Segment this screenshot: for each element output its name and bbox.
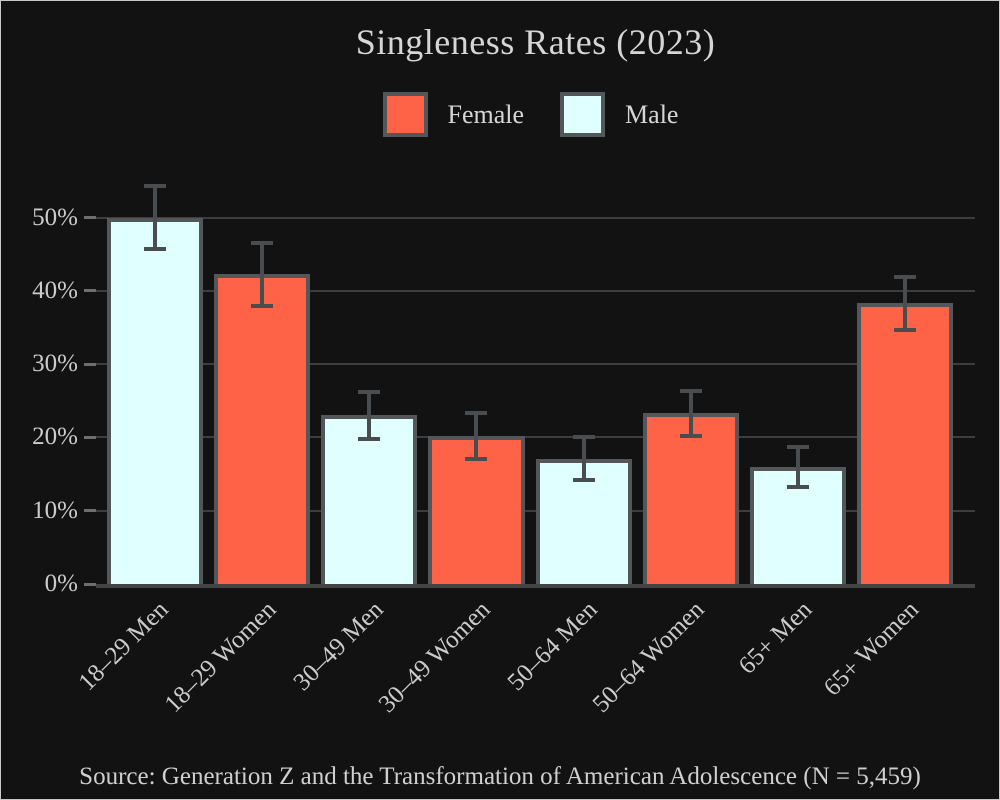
legend: Female Male xyxy=(96,92,975,137)
error-bar-stem xyxy=(260,242,265,306)
error-bar-cap-bottom xyxy=(893,327,916,332)
error-bar-cap-top xyxy=(572,435,595,440)
y-tick-label: 40% xyxy=(32,276,78,304)
y-tick xyxy=(84,362,96,366)
bar-group-18-29-women: 18–29 Women xyxy=(159,181,311,718)
error-bar-cap-bottom xyxy=(465,456,488,461)
bar-18-29-men xyxy=(107,217,204,584)
bar-18-29-women xyxy=(214,274,311,584)
x-tick-label-18-29-women: 18–29 Women xyxy=(159,596,282,718)
y-gridline xyxy=(96,289,975,292)
plot-area: 0% 10% 20% 30% 40% 50% 18–29 Men 18–29 Women 30… xyxy=(32,181,975,718)
bar-group-30-49-men: 30–49 Men xyxy=(288,181,418,696)
y-tick-label: 30% xyxy=(32,350,78,378)
error-bar-stem xyxy=(795,447,800,487)
bar-group-18-29-men: 18–29 Men xyxy=(74,181,204,696)
y-gridline xyxy=(96,363,975,366)
bars-layer: 18–29 Men 18–29 Women 30–49 Men 30–49 Women… xyxy=(74,181,975,718)
bar-group-50-64-men: 50–64 Men xyxy=(503,181,632,696)
x-tick-label-65-women: 65+ Women xyxy=(818,596,925,702)
x-tick-label-50-64-men: 50–64 Men xyxy=(502,596,603,697)
y-tick xyxy=(84,216,96,220)
y-gridline xyxy=(96,436,975,439)
y-tick-label: 0% xyxy=(44,570,78,597)
legend-item-female: Female xyxy=(382,92,535,137)
error-bar-stem xyxy=(688,390,693,436)
female-swatch xyxy=(382,92,428,137)
error-bar-stem xyxy=(367,392,372,439)
bar-group-30-49-women: 30–49 Women xyxy=(374,181,525,718)
error-bar-cap-bottom xyxy=(572,477,595,482)
error-bar-cap-bottom xyxy=(786,484,809,489)
legend-item-male: Male xyxy=(560,92,688,137)
x-tick-label-18-29-men: 18–29 Men xyxy=(74,596,175,697)
error-bar-stem xyxy=(474,413,479,459)
y-tick-label: 20% xyxy=(32,423,78,451)
grid-layer: 0% 10% 20% 30% 40% 50% xyxy=(32,181,975,597)
x-tick-label-30-49-men: 30–49 Men xyxy=(288,596,389,697)
error-bar-cap-top xyxy=(893,275,916,279)
bar-group-65-men: 65+ Men xyxy=(733,181,846,680)
error-bar-cap-bottom xyxy=(144,247,167,252)
source-note: Source: Generation Z and the Transformat… xyxy=(79,763,921,790)
error-bar-stem xyxy=(902,277,907,330)
y-tick xyxy=(84,289,96,293)
error-bar-cap-top xyxy=(144,184,167,189)
y-tick-label: 50% xyxy=(32,203,78,231)
error-bar-cap-bottom xyxy=(251,303,274,308)
error-bar-stem xyxy=(153,186,158,250)
error-bar-cap-bottom xyxy=(358,436,381,441)
x-tick-label-30-49-women: 30–49 Women xyxy=(373,596,496,718)
error-bar-cap-top xyxy=(358,390,381,395)
bar-group-65-women: 65+ Women xyxy=(819,181,953,701)
error-bar-stem xyxy=(581,437,586,480)
error-bar-cap-top xyxy=(786,444,809,449)
chart-title: Singleness Rates (2023) xyxy=(355,22,716,62)
error-bar-cap-top xyxy=(679,388,702,393)
bar-group-50-64-women: 50–64 Women xyxy=(588,181,739,718)
legend-label-male: Male xyxy=(625,99,679,129)
error-bar-cap-top xyxy=(465,411,488,416)
bar-65-women xyxy=(856,303,953,584)
x-tick-label-50-64-women: 50–64 Women xyxy=(587,596,710,718)
error-bar-cap-bottom xyxy=(679,434,702,438)
y-tick xyxy=(84,582,96,586)
y-tick xyxy=(84,435,96,439)
y-gridline xyxy=(96,216,975,219)
y-tick xyxy=(84,509,96,513)
male-swatch xyxy=(560,92,606,137)
legend-label-female: Female xyxy=(447,99,525,129)
x-tick-label-65-men: 65+ Men xyxy=(733,596,817,680)
bar-50-64-women xyxy=(642,413,739,584)
y-tick-label: 10% xyxy=(32,496,78,524)
error-bar-cap-top xyxy=(251,240,274,245)
